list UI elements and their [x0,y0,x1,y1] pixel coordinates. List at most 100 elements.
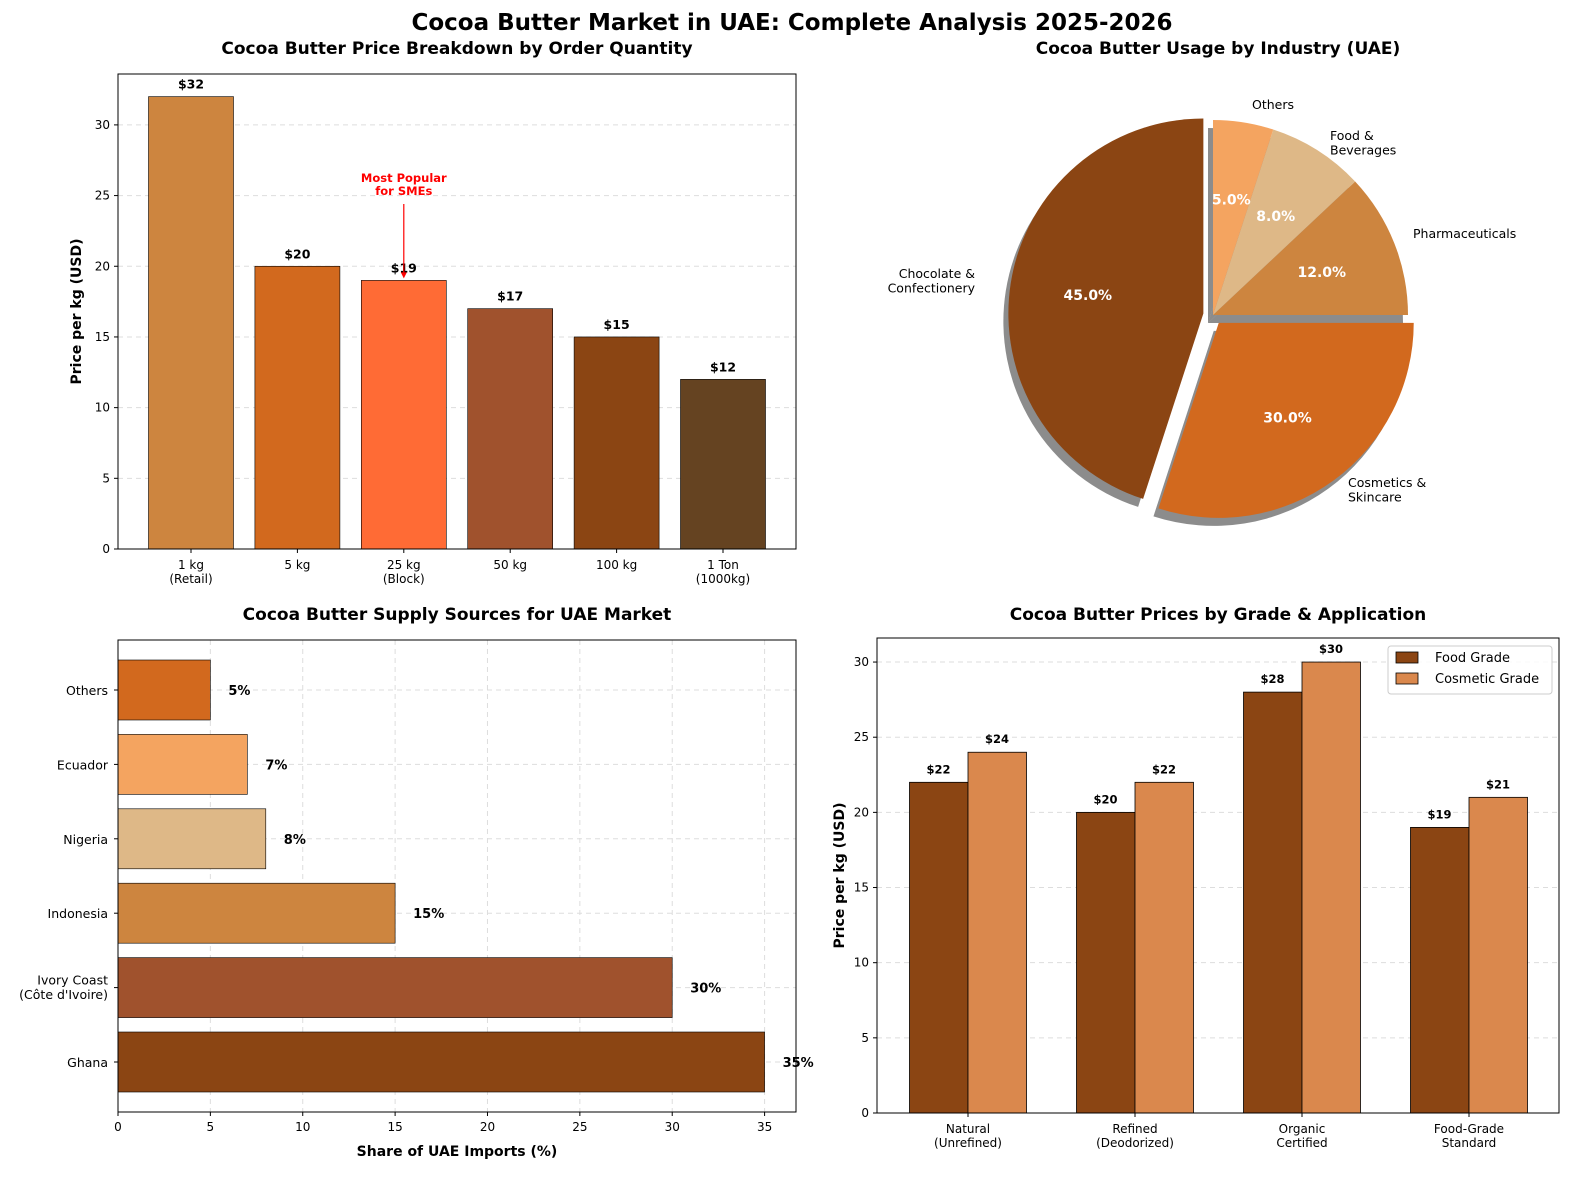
bar [117,1031,765,1093]
x-tick-label: 0 [114,1120,122,1134]
chart-prices-by-grade: Cocoa Butter Prices by Grade & Applicati… [832,605,1560,1150]
legend-label: Cosmetic Grade [1435,672,1539,687]
y-tick-label: Nigeria [63,832,108,847]
data-label: $22 [1152,762,1176,776]
slice-label: Pharmaceuticals [1413,226,1516,241]
y-tick-label: 5 [861,1031,869,1045]
y-tick-label: Ivory Coast (Côte d'Ivoire) [19,973,108,1002]
legend-swatch [1395,651,1419,664]
data-label: $15 [604,317,630,332]
bar-cosmetic-grade [1301,661,1361,1114]
bar-food-grade [1243,691,1303,1114]
pie-slice [1213,181,1408,315]
bar-food-grade [1076,811,1136,1114]
y-tick-label: 30 [854,655,869,669]
x-tick-label: Food-Grade Standard [1434,1122,1504,1150]
y-tick-label: 25 [95,189,110,203]
x-tick-label: Refined (Deodorized) [1096,1122,1174,1150]
y-tick-label: 5 [102,471,110,485]
data-label: $22 [926,762,950,776]
x-tick-label: 1 Ton (1000kg) [696,558,750,586]
x-axis-label: Share of UAE Imports (%) [357,1144,558,1160]
bar-cosmetic-grade [1134,781,1194,1114]
y-tick-label: 15 [854,881,869,895]
x-tick-label: 5 kg [284,558,310,572]
y-axis-label: Price per kg (USD) [832,802,848,948]
axes-frame [117,639,797,1113]
y-tick-label: 10 [854,956,869,970]
bar [117,808,267,870]
data-label: 35% [783,1056,814,1071]
chart-price-by-quantity: Cocoa Butter Price Breakdown by Order Qu… [69,39,797,586]
pct-label: 8.0% [1256,209,1295,225]
data-label: 8% [284,833,306,848]
bar [467,308,554,550]
chart-title: Cocoa Butter Supply Sources for UAE Mark… [243,605,672,625]
pie-slice [1008,118,1204,499]
chart-title: Cocoa Butter Usage by Industry (UAE) [1036,39,1401,59]
x-tick-label: 5 [207,1120,215,1134]
y-tick-label: 30 [95,118,110,132]
chart-title: Cocoa Butter Prices by Grade & Applicati… [1010,605,1427,625]
figure-title: Cocoa Butter Market in UAE: Complete Ana… [411,10,1172,36]
x-tick-label: 15 [387,1120,402,1134]
bar [680,379,766,550]
y-tick-label: 20 [95,259,110,273]
bar [117,957,673,1018]
axes-frame [117,73,797,550]
x-tick-label: 100 kg [596,558,637,572]
data-label: $20 [284,246,310,261]
bar-food-grade [1410,826,1470,1114]
chart-supply-sources: Cocoa Butter Supply Sources for UAE Mark… [19,605,814,1160]
data-label: $32 [178,77,204,92]
y-axis-label: Price per kg (USD) [69,238,85,384]
data-label: $19 [1427,807,1451,821]
y-tick-label: 20 [854,805,869,819]
axes-frame [876,637,1560,1114]
pct-label: 30.0% [1263,411,1312,427]
y-tick-label: Indonesia [48,906,108,921]
data-label: 15% [413,907,444,922]
x-tick-label: 25 kg (Block) [383,558,425,586]
slice-label: Others [1252,97,1294,112]
y-tick-label: Ghana [67,1055,108,1070]
slice-label: Cosmetics & Skincare [1348,475,1426,504]
y-tick-label: 10 [95,401,110,415]
bar [117,734,248,795]
data-label: 7% [265,758,287,773]
legend-box [1387,645,1553,695]
bar-cosmetic-grade [1468,796,1528,1114]
data-label: $28 [1260,672,1284,686]
bar [117,659,211,721]
x-tick-label: Organic Certified [1276,1122,1327,1150]
chart-title: Cocoa Butter Price Breakdown by Order Qu… [221,39,692,59]
x-tick-label: 20 [480,1120,495,1134]
x-tick-label: 1 kg (Retail) [169,558,212,586]
pie-slice [1213,129,1356,315]
bar-food-grade [909,781,969,1114]
x-tick-label: 25 [572,1120,587,1134]
y-tick-label: 25 [854,730,869,744]
pct-label: 5.0% [1212,192,1251,208]
pie-slice [1158,322,1414,518]
bar-cosmetic-grade [967,751,1027,1114]
x-tick-label: Natural (Unrefined) [934,1122,1002,1150]
data-label: $12 [710,359,736,374]
annotation-text: Most Popular for SMEs [361,171,447,198]
data-label: $21 [1486,777,1510,791]
data-label: $20 [1093,792,1117,806]
legend: Food Grade Cosmetic Grade [1387,645,1553,695]
x-tick-label: 50 kg [493,558,527,572]
slice-label: Chocolate & Confectionery [888,266,976,295]
data-label: $17 [497,289,523,304]
bar [148,96,234,550]
chart-usage-by-industry: Cocoa Butter Usage by Industry (UAE) 45.0… [888,39,1516,526]
x-tick-label: 30 [665,1120,680,1134]
y-tick-label: 15 [95,330,110,344]
data-label: 30% [690,982,721,997]
data-label: 5% [228,684,250,699]
pie-slice [1213,120,1274,315]
data-label: $24 [985,732,1009,746]
x-tick-label: 35 [757,1120,772,1134]
